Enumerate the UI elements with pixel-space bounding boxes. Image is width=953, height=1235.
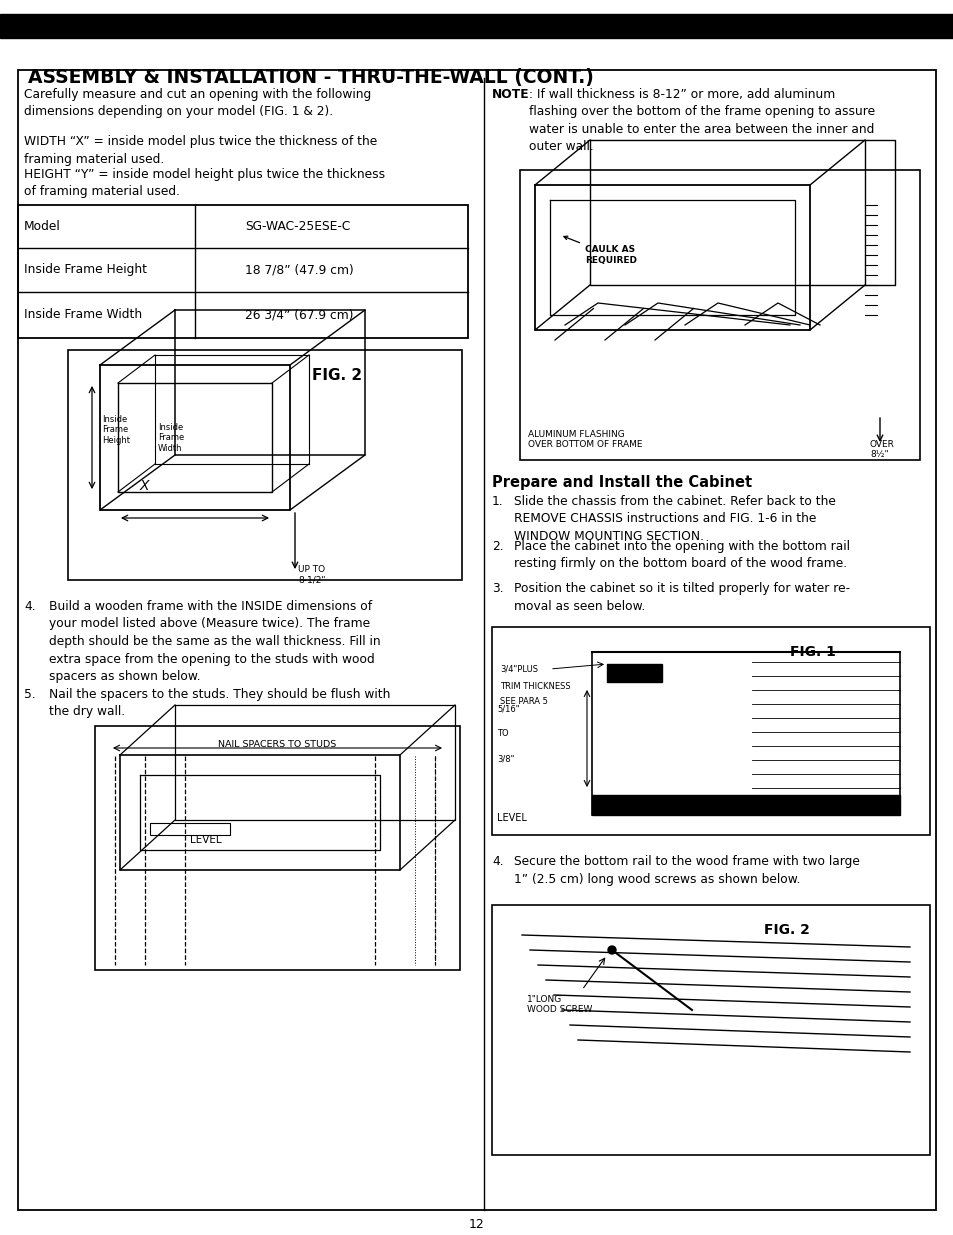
Text: Position the cabinet so it is tilted properly for water re-
moval as seen below.: Position the cabinet so it is tilted pro… (514, 582, 849, 613)
Text: Carefully measure and cut an opening with the following
dimensions depending on : Carefully measure and cut an opening wit… (24, 88, 371, 119)
Text: CAULK AS
REQUIRED: CAULK AS REQUIRED (563, 236, 637, 264)
Bar (492, 627, 929, 835)
Text: LEVEL: LEVEL (190, 835, 221, 845)
Text: 3/8": 3/8" (497, 755, 514, 763)
Text: UP TO
8-1/2": UP TO 8-1/2" (297, 564, 325, 584)
Bar (95, 726, 459, 969)
Text: Inside Frame Height: Inside Frame Height (24, 263, 147, 277)
Text: LEVEL: LEVEL (497, 813, 526, 823)
Text: OVER
8½": OVER 8½" (869, 440, 894, 459)
Text: 3.: 3. (492, 582, 503, 595)
Text: 3/4"PLUS: 3/4"PLUS (499, 664, 537, 674)
Text: Inside
Frame
Width: Inside Frame Width (158, 424, 184, 453)
Bar (68, 350, 461, 580)
Text: NAIL SPACERS TO STUDS: NAIL SPACERS TO STUDS (217, 740, 335, 748)
Bar (606, 664, 661, 682)
Text: 1.: 1. (492, 495, 503, 508)
Text: HEIGHT “Y” = inside model height plus twice the thickness
of framing material us: HEIGHT “Y” = inside model height plus tw… (24, 168, 385, 199)
Text: Nail the spacers to the studs. They should be flush with
the dry wall.: Nail the spacers to the studs. They shou… (49, 688, 390, 719)
Text: TO: TO (497, 729, 508, 739)
Text: 5/16": 5/16" (497, 704, 519, 713)
Text: Build a wooden frame with the INSIDE dimensions of
your model listed above (Meas: Build a wooden frame with the INSIDE dim… (49, 600, 380, 683)
Text: TRIM THICKNESS: TRIM THICKNESS (499, 682, 570, 692)
Text: 4.: 4. (492, 855, 503, 868)
Text: Slide the chassis from the cabinet. Refer back to the
REMOVE CHASSIS instruction: Slide the chassis from the cabinet. Refe… (514, 495, 835, 543)
Text: X: X (140, 479, 150, 493)
Bar (0, 14, 953, 38)
Text: : If wall thickness is 8-12” or more, add aluminum
flashing over the bottom of t: : If wall thickness is 8-12” or more, ad… (529, 88, 874, 153)
Text: Place the cabinet into the opening with the bottom rail
resting firmly on the bo: Place the cabinet into the opening with … (514, 540, 849, 571)
Text: SEE PARA 5: SEE PARA 5 (499, 697, 547, 706)
Text: 2.: 2. (492, 540, 503, 553)
Text: ALUMINUM FLASHING
OVER BOTTOM OF FRAME: ALUMINUM FLASHING OVER BOTTOM OF FRAME (527, 430, 641, 450)
Text: FIG. 1: FIG. 1 (789, 645, 835, 659)
Text: 26 3/4” (67.9 cm): 26 3/4” (67.9 cm) (245, 309, 354, 321)
Text: 1"LONG
WOOD SCREW: 1"LONG WOOD SCREW (526, 995, 592, 1014)
Text: Inside Frame Width: Inside Frame Width (24, 309, 142, 321)
Bar (492, 905, 929, 1155)
Text: NOTE: NOTE (492, 88, 529, 101)
Text: 18 7/8” (47.9 cm): 18 7/8” (47.9 cm) (245, 263, 354, 277)
Bar (18, 205, 468, 338)
Bar (519, 170, 919, 459)
Text: 4.: 4. (24, 600, 35, 613)
Text: 12: 12 (469, 1218, 484, 1231)
Text: 5.: 5. (24, 688, 35, 701)
Circle shape (607, 946, 616, 953)
Text: SG-WAC-25ESE-C: SG-WAC-25ESE-C (245, 220, 350, 233)
Bar (150, 823, 230, 835)
Text: FIG. 2: FIG. 2 (762, 923, 808, 937)
Text: WIDTH “X” = inside model plus twice the thickness of the
framing material used.: WIDTH “X” = inside model plus twice the … (24, 135, 376, 165)
Bar (592, 795, 899, 815)
Text: Model: Model (24, 220, 61, 233)
Text: FIG. 2: FIG. 2 (312, 368, 362, 383)
Text: Prepare and Install the Cabinet: Prepare and Install the Cabinet (492, 475, 751, 490)
Text: ASSEMBLY & INSTALLATION - THRU-THE-WALL (CONT.): ASSEMBLY & INSTALLATION - THRU-THE-WALL … (28, 68, 594, 86)
Text: Secure the bottom rail to the wood frame with two large
1” (2.5 cm) long wood sc: Secure the bottom rail to the wood frame… (514, 855, 859, 885)
Text: Inside
Frame
Height: Inside Frame Height (102, 415, 130, 445)
